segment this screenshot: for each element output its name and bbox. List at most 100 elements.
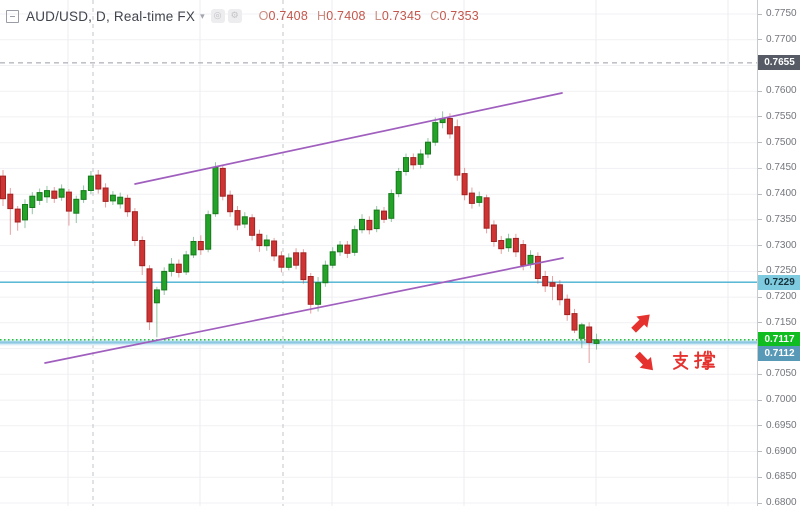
open-label: O <box>258 9 269 23</box>
axis-tick-mark <box>758 219 762 221</box>
axis-tick-label: 0.6900 <box>766 445 797 457</box>
trend-channel[interactable] <box>44 92 564 364</box>
candle <box>381 210 387 220</box>
candle <box>234 210 241 226</box>
axis-tick-mark <box>758 193 762 195</box>
axis-tick-mark <box>758 245 762 247</box>
candle <box>73 198 80 214</box>
candle <box>65 191 72 212</box>
axis-tick-label: 0.7450 <box>766 162 797 174</box>
axis-tick-mark <box>758 167 762 169</box>
candle <box>58 188 65 198</box>
candle <box>556 284 563 301</box>
channel-upper[interactable] <box>134 92 563 185</box>
candle <box>183 254 190 273</box>
candle <box>395 171 402 195</box>
symbol-title[interactable]: AUD/USD, D, Real-time FX <box>26 8 196 24</box>
axis-tick-label: 0.6950 <box>766 419 797 431</box>
candle <box>175 263 182 273</box>
candle <box>593 339 600 344</box>
price-badge-0.7229: 0.7229 <box>758 274 800 290</box>
candle <box>0 175 6 200</box>
support-annotation-glyphs[interactable] <box>672 350 716 370</box>
price-axis[interactable]: 0.7750 0.7700 0.7600 0.7550 0.7500 0.7450 0.74… <box>757 0 800 506</box>
candle <box>446 118 453 135</box>
candle <box>578 324 585 339</box>
candle <box>263 239 270 247</box>
candle <box>146 268 153 323</box>
candle <box>359 218 365 231</box>
axis-tick-label: 0.7200 <box>766 291 797 303</box>
axis-tick-mark <box>758 476 762 478</box>
candle <box>227 194 234 213</box>
candle <box>542 276 549 287</box>
candle <box>468 192 475 204</box>
candle <box>520 244 527 266</box>
candle <box>329 251 336 266</box>
candle <box>403 157 409 173</box>
candle <box>344 244 351 254</box>
axis-tick-label: 0.7300 <box>766 239 797 251</box>
open-value: 0.7408 <box>268 9 308 23</box>
candle <box>190 241 197 256</box>
candle <box>14 208 21 223</box>
axis-tick-mark <box>758 373 762 375</box>
axis-tick-label: 0.7400 <box>766 188 797 200</box>
candle <box>256 233 263 247</box>
candlesticks <box>0 111 600 363</box>
close-value: 0.7353 <box>439 9 479 23</box>
candle <box>461 173 468 196</box>
candle <box>454 126 461 176</box>
up-arrow-icon[interactable] <box>628 309 655 336</box>
candle <box>410 157 417 166</box>
axis-tick-label: 0.7250 <box>766 265 797 277</box>
axis-tick-mark <box>758 116 762 118</box>
candle <box>197 241 204 251</box>
axis-tick-label: 0.7700 <box>766 33 797 45</box>
axis-tick-label: 0.7600 <box>766 85 797 97</box>
price-badge-0.7655: 0.7655 <box>758 55 800 71</box>
candle <box>373 209 380 230</box>
candle <box>425 141 431 155</box>
gridlines <box>0 0 757 506</box>
axis-tick-label: 0.7000 <box>766 394 797 406</box>
price-badge-0.7112: 0.7112 <box>758 345 800 361</box>
candle <box>51 190 58 199</box>
candle <box>351 229 358 253</box>
candle <box>22 204 28 221</box>
axis-tick-mark <box>758 399 762 401</box>
annotation-arrows[interactable] <box>628 309 658 376</box>
axis-tick-label: 0.6850 <box>766 471 797 483</box>
high-value: 0.7408 <box>326 9 366 23</box>
candle <box>117 196 124 205</box>
candle <box>109 194 116 202</box>
axis-tick-mark <box>758 142 762 144</box>
candle <box>95 174 102 190</box>
channel-lower[interactable] <box>44 257 564 364</box>
eye-icon[interactable]: ◎ <box>210 9 225 23</box>
candle <box>586 326 593 343</box>
candle <box>241 216 248 225</box>
candle <box>337 244 343 253</box>
candle <box>285 257 292 268</box>
candle <box>366 219 373 231</box>
gear-icon[interactable]: ⚙ <box>227 9 242 23</box>
chevron-down-icon[interactable]: ▾ <box>200 12 205 22</box>
candle <box>168 263 175 272</box>
collapse-legend-icon[interactable] <box>6 9 19 23</box>
axis-tick-label: 0.7550 <box>766 110 797 122</box>
axis-tick-mark <box>758 425 762 427</box>
down-arrow-icon[interactable] <box>632 349 659 376</box>
candle <box>139 240 146 267</box>
axis-tick-mark <box>758 296 762 298</box>
axis-tick-mark <box>758 451 762 452</box>
candle <box>131 211 138 241</box>
axis-tick-mark <box>758 90 762 92</box>
axis-tick-label: 0.6800 <box>766 497 797 506</box>
candle <box>36 192 43 201</box>
candle <box>490 224 497 242</box>
candle <box>527 254 534 265</box>
candle <box>87 175 94 192</box>
axis-tick-mark <box>758 502 762 504</box>
